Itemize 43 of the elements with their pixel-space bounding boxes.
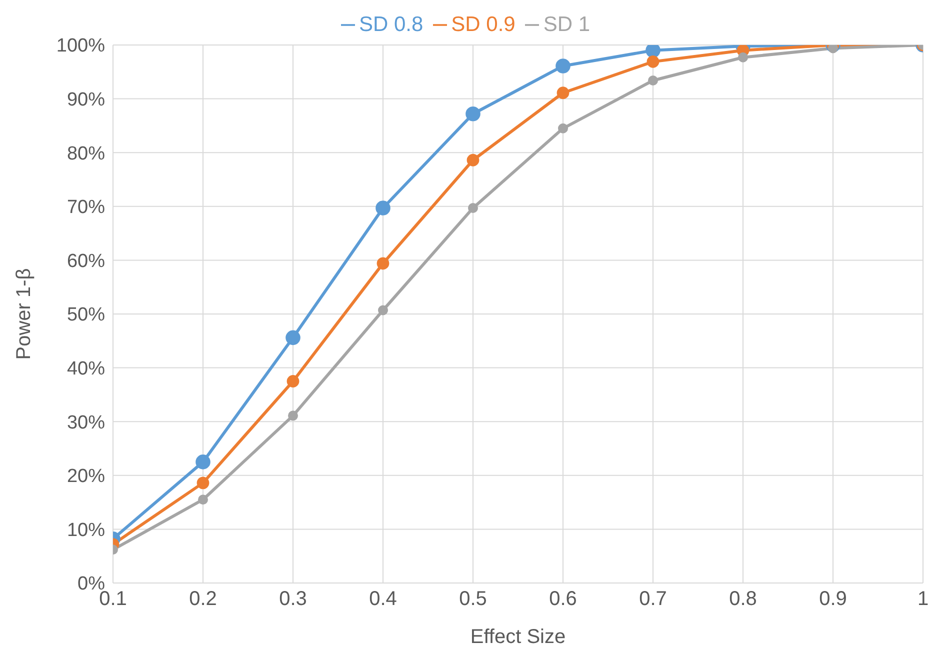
point [646, 55, 660, 68]
point [378, 305, 388, 316]
x-tick-label: 1 [917, 588, 929, 610]
point [646, 45, 660, 58]
y-tick-label: 50% [66, 304, 106, 326]
point [466, 154, 480, 166]
y-tick-label: 100% [56, 36, 106, 57]
x-tick-label: 0.4 [369, 588, 397, 610]
y-tick-label: 40% [66, 358, 106, 380]
legend-label: SD 0.9 [451, 13, 516, 36]
point [468, 203, 478, 214]
x-tick-label: 0.7 [639, 588, 667, 610]
y-tick-label: 20% [66, 466, 106, 488]
legend-label: SD 1 [543, 13, 590, 36]
point [558, 123, 568, 134]
y-tick-label: 70% [66, 197, 106, 218]
point [376, 257, 390, 270]
point [556, 86, 570, 100]
x-tick-label: 0.8 [729, 588, 757, 610]
point [196, 454, 210, 470]
y-tick-label: 80% [66, 143, 106, 164]
x-tick-label: 0.5 [459, 588, 487, 610]
x-axis-title: Effect Size [470, 626, 566, 648]
point [466, 106, 480, 122]
legend-label: SD 0.8 [358, 13, 424, 36]
y-tick-label: 60% [66, 250, 106, 272]
y-tick-label: 90% [66, 90, 106, 111]
y-tick-label: 30% [66, 412, 106, 434]
x-tick-label: 0.6 [549, 588, 577, 610]
point [196, 476, 210, 490]
y-tick-label: 10% [66, 520, 106, 541]
y-axis-title: Power 1-β [13, 268, 36, 360]
x-tick-label: 0.9 [819, 588, 847, 610]
point [556, 58, 570, 74]
point [288, 410, 298, 421]
point [198, 494, 208, 505]
point [738, 52, 748, 62]
point [286, 330, 300, 346]
x-tick-label: 0.2 [189, 588, 217, 610]
point [648, 76, 658, 86]
point [376, 200, 390, 216]
point [286, 375, 300, 388]
x-tick-label: 0.3 [279, 588, 307, 610]
